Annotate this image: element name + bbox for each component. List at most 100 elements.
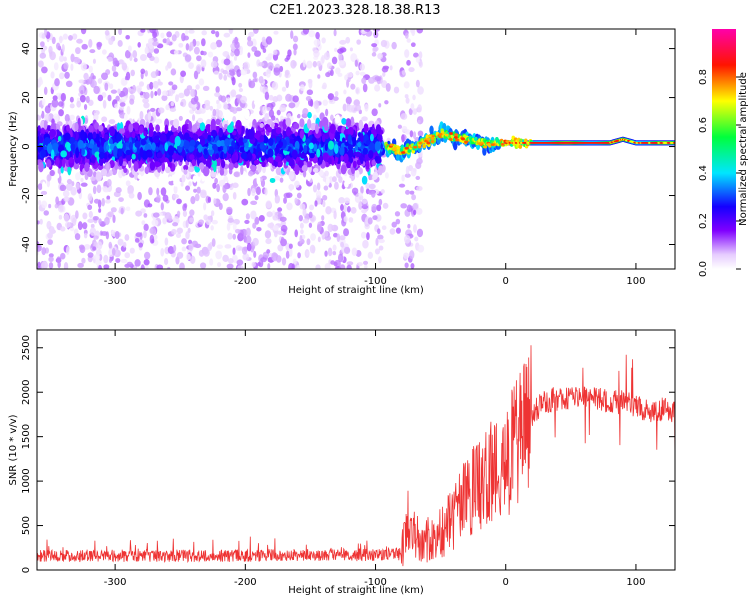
spectrogram-cell [102, 99, 107, 109]
spectrogram-cell [444, 133, 449, 137]
spectrogram-cell [216, 103, 222, 110]
spectrogram-cell [44, 29, 48, 36]
spectrogram-cell [240, 152, 247, 160]
spectrogram-cell [39, 52, 47, 59]
spectrogram-cell [267, 148, 274, 158]
spectrogram-cell [140, 264, 145, 269]
spectrogram-cell [407, 148, 412, 153]
snr-background [37, 330, 675, 570]
spectrogram-cell [140, 29, 146, 33]
spectrogram-cell [348, 217, 354, 223]
spectrogram-cell [245, 128, 249, 139]
spectrogram-cell [268, 109, 275, 118]
spectrogram-cell [129, 247, 135, 254]
spectrogram-cell [217, 145, 222, 152]
spectrogram-cell [40, 127, 46, 136]
spectrogram-cell [89, 49, 96, 54]
spectrogram-cell [232, 233, 237, 240]
spectrogram-cell [321, 54, 325, 64]
spectrogram-cell [285, 126, 292, 137]
spectrogram-cell [252, 29, 259, 34]
spectrogram-cell [70, 63, 74, 71]
spectrogram-cell [335, 131, 341, 143]
spectrogram-cell [321, 116, 329, 128]
spectrogram-cell [343, 246, 351, 255]
spectrogram-cell [384, 100, 389, 105]
spectrogram-cell [490, 143, 495, 146]
spectrogram-cell [48, 203, 52, 209]
spectrogram-cell [129, 98, 135, 105]
spectrogram-cell [190, 97, 198, 105]
spectrogram-cell [231, 130, 237, 136]
spectrogram-cell [251, 261, 256, 268]
spectrogram-cell [301, 164, 308, 172]
spectrogram-cell [332, 244, 337, 251]
spectrogram-cell [146, 151, 153, 158]
spectrogram-cell [113, 145, 118, 157]
spectrogram-cell [259, 143, 265, 150]
spectrogram-cell [330, 69, 334, 77]
spectrogram-cell [332, 96, 339, 101]
spectrogram-cell [329, 124, 336, 134]
spectrogram-cell [103, 254, 109, 264]
spectrogram-cell [176, 198, 182, 205]
spectrogram-cell [156, 194, 161, 204]
spectrogram-cell [350, 206, 357, 214]
spectrogram-cell [153, 56, 160, 64]
spectrogram-cell [193, 46, 200, 55]
spectrogram-cell [75, 47, 81, 55]
spectrogram-cell [372, 174, 377, 181]
spectrogram-cell [147, 111, 152, 122]
spectrogram-cell [90, 223, 95, 229]
spectrogram-cell [360, 231, 367, 239]
spectrogram-cell [338, 60, 345, 66]
spectrogram-cell [332, 176, 337, 183]
spectrogram-cell [37, 139, 40, 145]
y-tick-label: 1500 [21, 424, 32, 449]
spectrogram-cell [215, 30, 220, 38]
spectrogram-cell [125, 35, 130, 40]
spectrogram-cell [87, 204, 93, 211]
spectrogram-cell [188, 62, 194, 69]
spectrogram-cell [350, 53, 358, 63]
spectrogram-cell [323, 185, 329, 191]
spectrogram-cell [104, 29, 110, 36]
spectrogram-cell [50, 71, 55, 79]
spectrogram-cell [340, 164, 347, 175]
colorbar-ticks: 0.00.20.40.60.8 [698, 69, 741, 277]
spectrogram-cell [277, 207, 283, 212]
spectrogram-cell [231, 153, 237, 164]
spectrogram-cell [265, 200, 272, 209]
spectrogram-cell [118, 148, 123, 157]
spectrogram-cell [108, 37, 114, 46]
spectrogram-cell [358, 192, 363, 197]
spectrogram-cell [166, 37, 171, 46]
spectrogram-cell [125, 206, 131, 212]
x-tick-label: -100 [364, 276, 387, 287]
spectrogram-cell [322, 200, 326, 208]
spectrogram-cell [346, 161, 351, 169]
spectrogram-cell [68, 35, 73, 41]
spectrogram-cell [223, 104, 229, 110]
spectrogram-cell [65, 80, 73, 88]
spectrogram-cell [124, 50, 131, 59]
spectrogram-cell [156, 152, 163, 159]
spectrogram-cell [155, 124, 160, 132]
spectrogram-cell [197, 117, 204, 123]
spectrogram-cell [107, 94, 112, 102]
spectrogram-cell [144, 251, 151, 260]
spectrogram-cell [314, 200, 318, 207]
spectrogram-cell [184, 54, 192, 62]
spectrogram-cell [401, 125, 408, 132]
spectrogram-cell [148, 128, 154, 138]
spectrogram-cell [151, 219, 159, 227]
spectrogram-cell [412, 94, 416, 101]
spectrogram-cell [146, 52, 153, 59]
snr-series-line [37, 345, 675, 567]
spectrogram-cell [374, 141, 381, 152]
spectrogram-cell [358, 200, 363, 210]
spectrogram-cell [183, 164, 189, 171]
spectrogram-cell [193, 133, 199, 141]
spectrogram-cell [252, 237, 259, 246]
spectrogram-cell [362, 147, 368, 155]
